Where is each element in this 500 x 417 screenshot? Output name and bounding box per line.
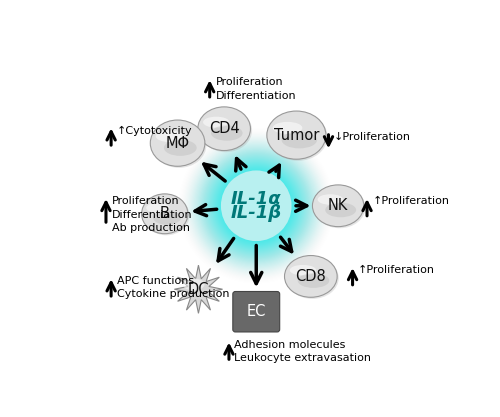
Ellipse shape	[312, 185, 364, 227]
Ellipse shape	[150, 120, 205, 166]
Circle shape	[218, 167, 295, 244]
Ellipse shape	[198, 107, 250, 151]
Text: ↑Proliferation: ↑Proliferation	[358, 265, 435, 275]
Ellipse shape	[211, 126, 242, 141]
Text: Differentiation: Differentiation	[216, 91, 296, 101]
Text: EC: EC	[246, 304, 266, 319]
Ellipse shape	[142, 194, 188, 234]
Text: DC: DC	[188, 282, 209, 297]
Text: CD8: CD8	[296, 269, 326, 284]
Ellipse shape	[153, 211, 181, 225]
Ellipse shape	[267, 111, 326, 159]
Ellipse shape	[183, 279, 204, 291]
Ellipse shape	[326, 203, 356, 217]
FancyBboxPatch shape	[233, 291, 280, 332]
Text: ↑Proliferation: ↑Proliferation	[372, 196, 450, 206]
Ellipse shape	[152, 122, 206, 168]
Text: MΦ: MΦ	[166, 136, 190, 151]
Text: CD4: CD4	[209, 121, 240, 136]
Ellipse shape	[143, 196, 190, 235]
Circle shape	[218, 168, 294, 244]
Ellipse shape	[203, 117, 230, 128]
Text: Proliferation: Proliferation	[216, 77, 283, 87]
Text: Differentiation: Differentiation	[112, 210, 192, 220]
Ellipse shape	[268, 113, 328, 161]
Text: B: B	[160, 206, 170, 221]
Text: Leukocyte extravasation: Leukocyte extravasation	[234, 352, 372, 362]
Ellipse shape	[314, 186, 366, 228]
Circle shape	[221, 171, 292, 241]
Ellipse shape	[290, 265, 316, 275]
Circle shape	[220, 169, 292, 242]
Ellipse shape	[164, 140, 196, 156]
Text: IL-1β: IL-1β	[230, 204, 282, 222]
Circle shape	[221, 171, 292, 241]
Text: Cytokine production: Cytokine production	[116, 289, 229, 299]
Ellipse shape	[156, 131, 183, 142]
Polygon shape	[174, 265, 222, 313]
Text: ↑Cytotoxicity: ↑Cytotoxicity	[116, 126, 192, 136]
Text: Ab production: Ab production	[112, 223, 190, 233]
Text: Proliferation: Proliferation	[112, 196, 180, 206]
Ellipse shape	[200, 108, 252, 152]
Ellipse shape	[298, 273, 330, 288]
Text: NK: NK	[328, 198, 348, 213]
Text: IL-1α: IL-1α	[231, 190, 281, 208]
Text: ↓Proliferation: ↓Proliferation	[334, 132, 411, 142]
Text: Tumor: Tumor	[274, 128, 319, 143]
Ellipse shape	[282, 131, 317, 148]
Ellipse shape	[284, 256, 337, 297]
Text: Adhesion molecules: Adhesion molecules	[234, 340, 346, 350]
Ellipse shape	[273, 122, 302, 134]
Text: APC functions: APC functions	[116, 276, 194, 286]
Ellipse shape	[286, 257, 339, 299]
Ellipse shape	[318, 194, 344, 205]
Ellipse shape	[146, 203, 170, 213]
